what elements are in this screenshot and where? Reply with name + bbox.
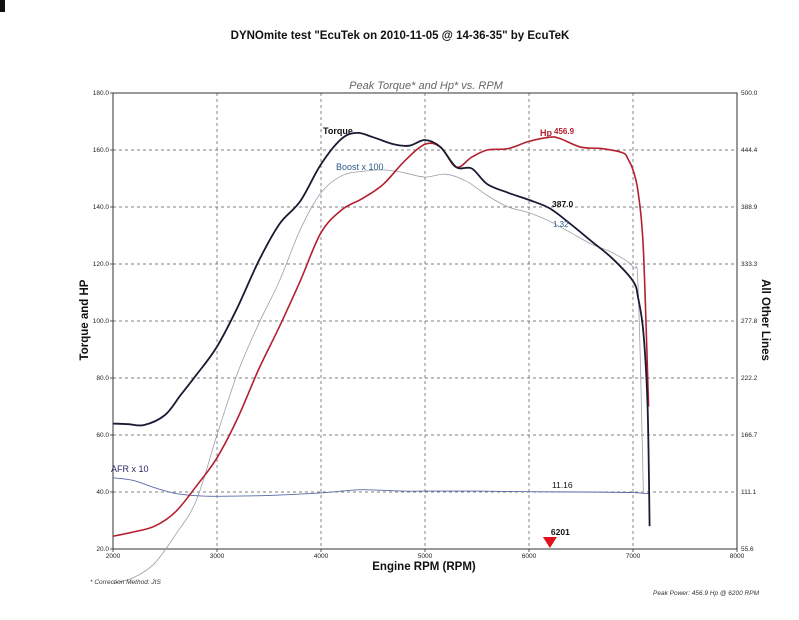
- y-tick-label: 180.0: [93, 90, 110, 97]
- torque-line: [112, 131, 651, 527]
- boost-end-value: 1.32: [553, 220, 569, 229]
- boost-line: [112, 169, 644, 584]
- x-tick-label: 8000: [730, 553, 745, 560]
- afr-series-label: AFR x 10: [111, 464, 149, 474]
- y2-tick-label: 111.1: [741, 489, 757, 496]
- plot-frame: [112, 92, 738, 550]
- y2-axis-label: All Other Lines: [759, 279, 771, 361]
- y2-tick-label: 166.7: [741, 432, 758, 439]
- y2-tick-label: 500.0: [741, 90, 758, 97]
- y-tick-label: 40.0: [96, 489, 109, 496]
- y-tick-label: 120.0: [93, 261, 110, 268]
- chart-subtitle: Peak Torque* and Hp* vs. RPM: [349, 80, 504, 92]
- x-tick-label: 5000: [418, 553, 433, 560]
- y-tick-label: 60.0: [96, 432, 109, 439]
- y-axis-label: Torque and HP: [79, 279, 91, 360]
- page-title: DYNOmite test "EcuTek on 2010-11-05 @ 14…: [231, 30, 570, 42]
- y2-tick-label: 277.8: [741, 318, 758, 325]
- y2-tick-label: 222.2: [741, 375, 758, 382]
- peak-power-note: Peak Power: 456.9 Hp @ 6200 RPM: [653, 590, 760, 597]
- x-tick-label: 6000: [522, 553, 537, 560]
- hp-peak-value: 456.9: [554, 127, 575, 136]
- peak-rpm-marker: [542, 537, 557, 548]
- series-lines: [112, 131, 651, 584]
- hp-line: [112, 136, 650, 537]
- boost-series-label: Boost x 100: [336, 162, 384, 172]
- y-tick-label: 20.0: [96, 546, 109, 553]
- x-tick-label: 7000: [626, 553, 641, 560]
- peak-rpm-label: 6201: [551, 527, 570, 537]
- hp-series-label: Hp: [540, 128, 552, 138]
- torque-end-value: 387.0: [552, 199, 574, 209]
- y-tick-label: 80.0: [96, 375, 109, 382]
- scan-corner-mark: [0, 0, 5, 12]
- x-axis-label: Engine RPM (RPM): [372, 561, 476, 573]
- afr-end-value: 11.16: [552, 480, 573, 490]
- y-tick-label: 140.0: [93, 204, 110, 211]
- series-labels: Torque 387.0 Hp 456.9 Boost x 100 1.32 AFR x 1…: [111, 126, 575, 548]
- x-tick-label: 3000: [210, 553, 225, 560]
- correction-note: * Correction Method: JIS: [90, 579, 161, 586]
- torque-series-label: Torque: [323, 126, 353, 136]
- y-tick-label: 160.0: [93, 147, 110, 154]
- y2-tick-label: 388.9: [741, 204, 758, 211]
- x-tick-label: 4000: [314, 553, 329, 560]
- y2-tick-label: 444.4: [741, 147, 758, 154]
- y2-tick-label: 55.6: [741, 546, 754, 553]
- afr-line: [112, 477, 649, 497]
- y2-tick-label: 333.3: [741, 261, 758, 268]
- axis-ticks: 20.0 55.6 40.0 111.1 60.0 166.7 80.0 222.2 100.0…: [93, 90, 758, 560]
- y-tick-label: 100.0: [93, 318, 110, 325]
- x-tick-label: 2000: [106, 553, 121, 560]
